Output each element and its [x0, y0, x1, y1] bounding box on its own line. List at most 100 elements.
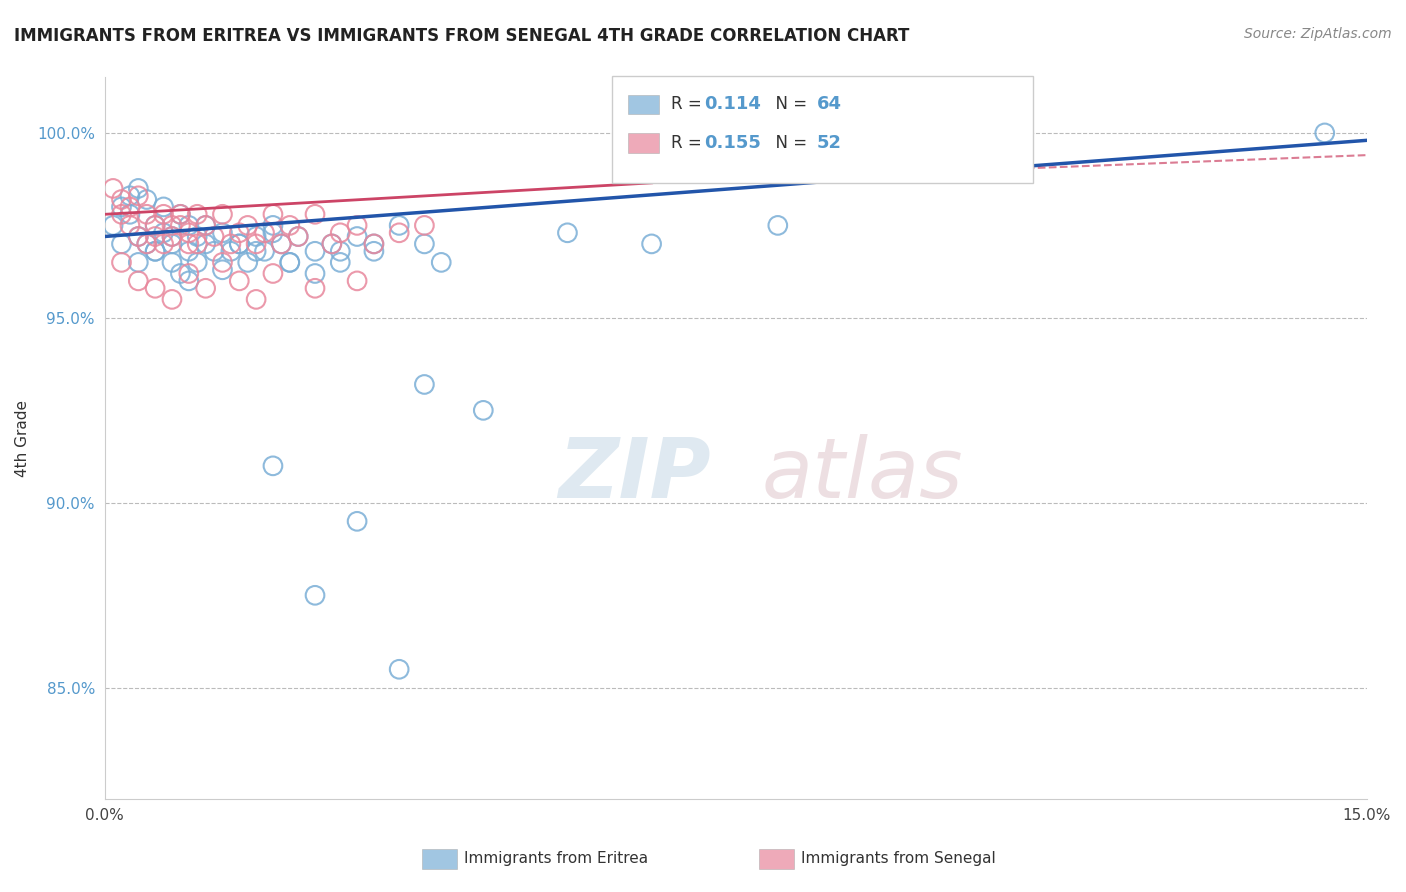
Point	[413, 377, 436, 392]
Point	[169, 267, 191, 281]
Point	[127, 274, 149, 288]
Point	[304, 207, 326, 221]
Point	[143, 219, 166, 233]
Point	[160, 229, 183, 244]
Point	[127, 181, 149, 195]
Point	[177, 219, 200, 233]
Point	[472, 403, 495, 417]
Point	[262, 458, 284, 473]
Point	[211, 226, 233, 240]
Point	[228, 274, 250, 288]
Point	[557, 226, 579, 240]
Point	[304, 588, 326, 602]
Point	[152, 236, 174, 251]
Text: Immigrants from Eritrea: Immigrants from Eritrea	[464, 851, 648, 865]
Point	[110, 255, 132, 269]
Point	[363, 236, 385, 251]
Point	[202, 229, 225, 244]
Point	[177, 267, 200, 281]
Point	[304, 281, 326, 295]
Point	[177, 244, 200, 259]
Point	[118, 207, 141, 221]
Point	[346, 219, 368, 233]
Point	[278, 255, 301, 269]
Point	[177, 236, 200, 251]
Point	[101, 181, 124, 195]
Text: atlas: atlas	[761, 434, 963, 515]
Point	[160, 219, 183, 233]
Point	[413, 219, 436, 233]
Text: N =: N =	[765, 134, 813, 152]
Point	[110, 193, 132, 207]
Text: 64: 64	[817, 95, 842, 113]
Point	[236, 255, 259, 269]
Point	[329, 226, 352, 240]
Point	[135, 193, 157, 207]
Text: 0.114: 0.114	[704, 95, 761, 113]
Point	[245, 244, 267, 259]
Point	[253, 226, 276, 240]
Text: 52: 52	[817, 134, 842, 152]
Point	[228, 236, 250, 251]
Point	[169, 207, 191, 221]
Point	[219, 236, 242, 251]
Point	[143, 244, 166, 259]
Point	[177, 274, 200, 288]
Point	[236, 219, 259, 233]
Point	[245, 293, 267, 307]
Point	[194, 281, 217, 295]
Text: ZIP: ZIP	[558, 434, 711, 515]
Point	[160, 229, 183, 244]
Point	[186, 229, 208, 244]
Text: R =: R =	[671, 134, 707, 152]
Point	[329, 255, 352, 269]
Point	[262, 207, 284, 221]
Point	[1313, 126, 1336, 140]
Point	[640, 236, 662, 251]
Point	[202, 244, 225, 259]
Text: IMMIGRANTS FROM ERITREA VS IMMIGRANTS FROM SENEGAL 4TH GRADE CORRELATION CHART: IMMIGRANTS FROM ERITREA VS IMMIGRANTS FR…	[14, 27, 910, 45]
Point	[127, 229, 149, 244]
Point	[430, 255, 453, 269]
Point	[278, 255, 301, 269]
Text: N =: N =	[765, 95, 813, 113]
Point	[304, 267, 326, 281]
Point	[346, 229, 368, 244]
Point	[127, 229, 149, 244]
Point	[262, 226, 284, 240]
Point	[228, 226, 250, 240]
Point	[211, 207, 233, 221]
Point	[143, 219, 166, 233]
Point	[287, 229, 309, 244]
Point	[186, 255, 208, 269]
Text: R =: R =	[671, 95, 707, 113]
Point	[127, 189, 149, 203]
Point	[127, 255, 149, 269]
Point	[160, 293, 183, 307]
Point	[262, 267, 284, 281]
Point	[245, 236, 267, 251]
Point	[135, 236, 157, 251]
Point	[413, 236, 436, 251]
Point	[321, 236, 343, 251]
Point	[194, 236, 217, 251]
Y-axis label: 4th Grade: 4th Grade	[15, 400, 30, 476]
Point	[135, 236, 157, 251]
Point	[211, 255, 233, 269]
Point	[262, 219, 284, 233]
Point	[228, 236, 250, 251]
Point	[118, 189, 141, 203]
Point	[388, 662, 411, 676]
Point	[110, 200, 132, 214]
Point	[143, 244, 166, 259]
Point	[329, 244, 352, 259]
Point	[169, 207, 191, 221]
Text: 0.155: 0.155	[704, 134, 761, 152]
Point	[143, 229, 166, 244]
Point	[152, 200, 174, 214]
Point	[118, 219, 141, 233]
Point	[143, 281, 166, 295]
Point	[346, 514, 368, 528]
Point	[186, 236, 208, 251]
Point	[363, 236, 385, 251]
